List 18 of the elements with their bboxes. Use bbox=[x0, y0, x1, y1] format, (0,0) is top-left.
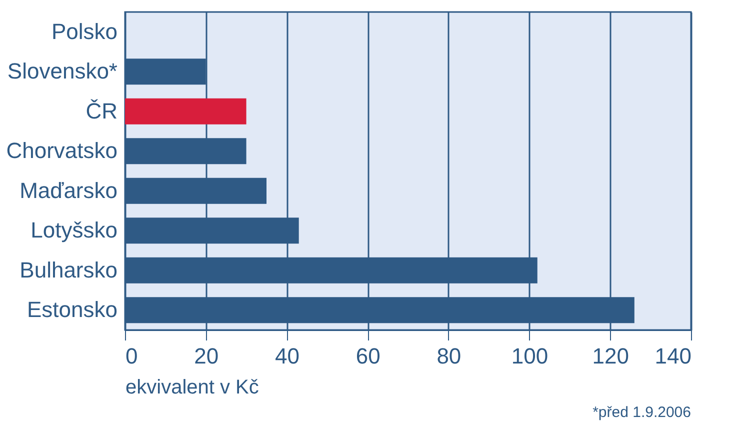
x-tick-label: 20 bbox=[194, 344, 219, 368]
x-tick-label: 60 bbox=[356, 344, 380, 368]
y-tick-label: Bulharsko bbox=[20, 257, 118, 282]
y-tick-label: Chorvatsko bbox=[6, 138, 118, 164]
y-tick-label: Slovensko* bbox=[7, 58, 118, 84]
x-tick-label: 100 bbox=[511, 344, 548, 368]
x-tick-label: 80 bbox=[436, 344, 462, 368]
text: *před 1.9.2006 bbox=[592, 404, 691, 421]
y-tick-label: Maďarsko bbox=[20, 178, 118, 203]
x-tick-label: 140 bbox=[654, 344, 692, 368]
y-tick-label: Lotyšsko bbox=[30, 218, 118, 243]
y-tick-label: Estonsko bbox=[27, 297, 118, 322]
y-tick-label: Polsko bbox=[51, 18, 118, 44]
x-tick-label: 120 bbox=[592, 344, 629, 368]
x-axis-title: ekvivalent v Kč bbox=[126, 376, 259, 398]
x-tick-label: 0 bbox=[126, 344, 138, 368]
y-tick-label: ČR bbox=[86, 98, 118, 124]
x-tick-label: 40 bbox=[274, 344, 300, 368]
